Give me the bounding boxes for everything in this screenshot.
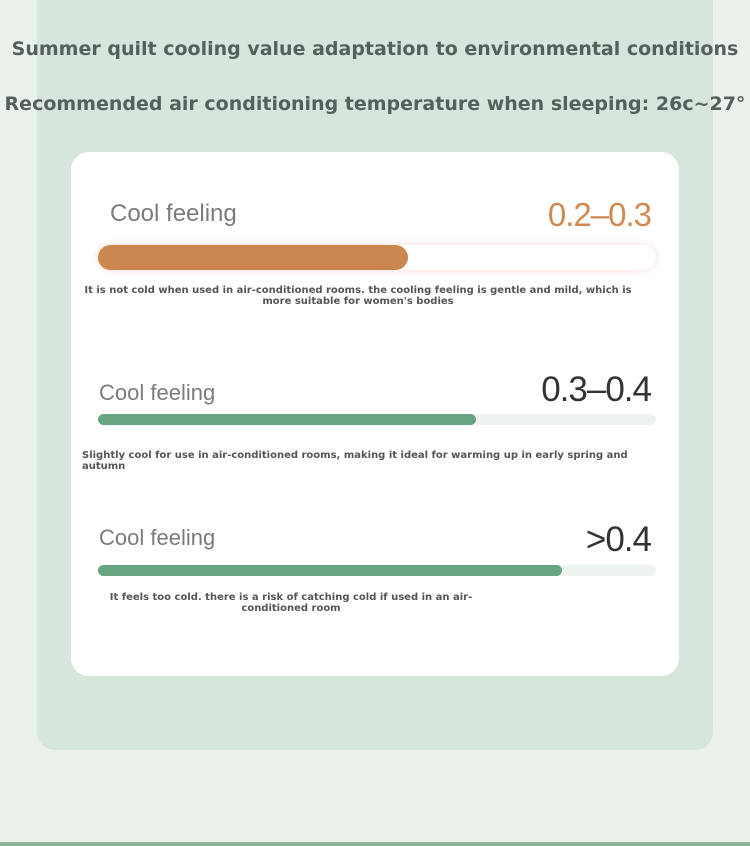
bar-track [98,414,656,425]
item-value: 0.3–0.4 [541,370,652,409]
bar-track [98,565,656,576]
bar-track [98,245,656,270]
item-description: It is not cold when used in air-conditio… [84,285,632,307]
item-label: Cool feeling [99,380,216,405]
item-label: Cool feeling [110,200,237,227]
item-description: Slightly cool for use in air-conditioned… [82,450,628,472]
item-description: It feels too cold. there is a risk of ca… [109,592,473,614]
title: Summer quilt cooling value adaptation to… [11,38,739,60]
item-label: Cool feeling [99,525,216,550]
bottom-line [0,842,750,846]
bar-fill [98,565,562,576]
item-value: >0.4 [585,520,652,559]
bar-fill [98,245,408,270]
card: Cool feeling 0.2–0.3 It is not cold when… [71,152,679,676]
subtitle: Recommended air conditioning temperature… [4,93,746,115]
item-value: 0.2–0.3 [547,196,652,233]
bar-fill [98,414,476,425]
